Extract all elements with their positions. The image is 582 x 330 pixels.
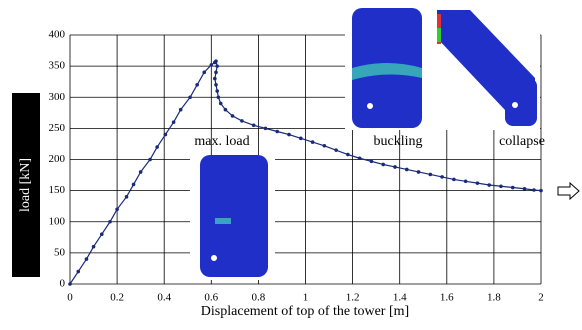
image-max-load [190,155,275,280]
y-tick-label: 200 [49,153,66,165]
point [452,178,456,182]
point [511,186,515,190]
point [179,108,183,112]
point [440,175,444,179]
point [464,179,468,183]
point [202,71,206,75]
point [68,282,72,286]
point [132,183,136,187]
point [487,183,491,187]
point [219,102,223,106]
point [231,114,235,118]
point [139,170,143,174]
point [214,71,218,75]
y-tick-label: 150 [49,184,66,196]
point [532,188,536,192]
point [311,140,315,144]
x-tick-label: 1 [303,292,309,304]
point [539,189,543,193]
x-tick-label: 0.2 [110,292,124,304]
y-tick-label: 0 [60,278,66,290]
point [287,133,291,137]
y-axis-label: load [kN] [18,158,33,212]
point [148,158,152,162]
point [405,168,409,172]
point [323,144,327,148]
x-axis-label: Displacement of top of the tower [m] [201,304,409,319]
point [85,257,89,261]
point [214,83,218,87]
point [108,220,112,224]
point [252,123,256,127]
x-tick-label: 0.6 [204,292,218,304]
point [195,83,199,87]
x-tick-label: 1.6 [440,292,454,304]
point [240,119,244,123]
image-collapse [433,8,540,130]
point [264,127,268,131]
point [429,173,433,177]
point [210,63,214,67]
x-tick-label: 0 [67,292,73,304]
x-tick-label: 0.8 [252,292,266,304]
y-tick-label: 350 [49,60,66,72]
point [217,95,221,99]
x-tick-label: 1.4 [393,292,407,304]
x-tick-label: 1.8 [487,292,501,304]
point [334,148,338,152]
image-buckling [345,8,433,130]
point [523,187,527,191]
point [499,184,503,188]
arrow [558,183,579,199]
x-tick-label: 2 [538,292,544,304]
point [381,163,385,167]
point [215,64,219,68]
point [125,195,129,199]
x-tick-label: 0.4 [157,292,171,304]
point [213,77,217,81]
point [172,120,176,124]
point [417,170,421,174]
y-tick-label: 50 [54,246,66,258]
y-tick-label: 100 [49,215,66,227]
y-tick-label: 400 [49,29,66,41]
point [155,145,159,149]
point [76,270,80,274]
point [224,108,228,112]
point [100,232,104,236]
point [370,160,374,164]
point [92,245,96,249]
point [346,153,350,157]
y-tick-label: 300 [49,91,66,103]
point [115,208,119,212]
point [214,59,218,63]
point [164,133,168,137]
x-tick-label: 1.2 [346,292,360,304]
point [299,137,303,141]
annotation: max. load [194,134,249,149]
annotation: buckling [374,134,423,149]
point [476,181,480,185]
point [275,130,279,134]
annotation: collapse [499,134,545,149]
point [215,89,219,93]
point [393,165,397,169]
chart: 0 50 100 150 200 250 300 350 400 0 0.2 0.4 0.6 0.8 1 1.… [0,0,582,325]
y-tick-label: 250 [49,122,66,134]
point [188,95,192,99]
point [358,156,362,160]
